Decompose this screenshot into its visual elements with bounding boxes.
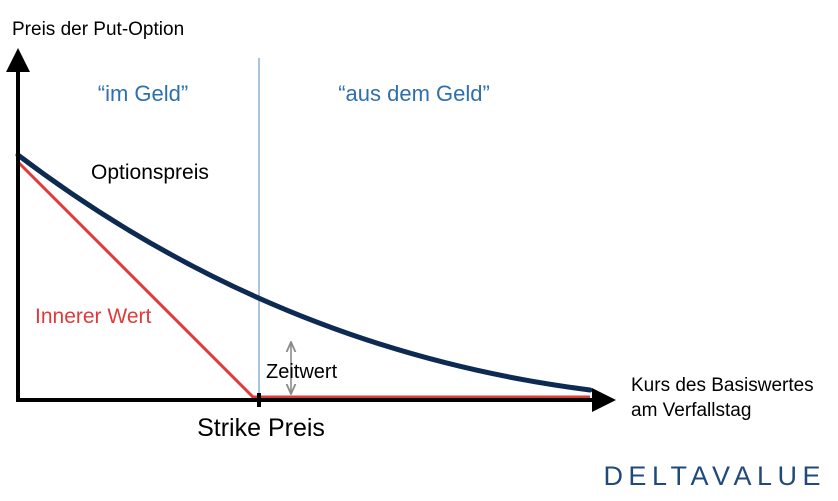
out-of-the-money-label: “aus dem Geld” xyxy=(338,81,490,106)
in-the-money-label: “im Geld” xyxy=(98,81,188,106)
x-axis-label-line1: Kurs des Basiswertes xyxy=(631,375,814,396)
y-axis-label: Preis der Put-Option xyxy=(12,19,184,40)
option-price-curve xyxy=(15,152,593,393)
x-axis-label-line2: am Verfallstag xyxy=(631,400,751,421)
time-value-label: Zeitwert xyxy=(266,361,338,383)
deltavalue-logo: DELTAVALUE xyxy=(603,461,826,491)
intrinsic-value-label: Innerer Wert xyxy=(35,305,151,328)
option-price-label: Optionspreis xyxy=(91,161,209,184)
strike-price-label: Strike Preis xyxy=(197,414,325,442)
intrinsic-value-line xyxy=(16,160,590,399)
